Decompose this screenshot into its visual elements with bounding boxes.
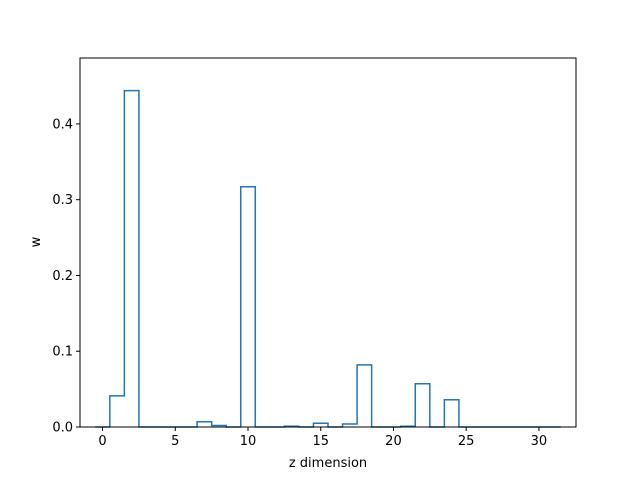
y-tick-label: 0.0	[52, 421, 73, 436]
y-tick-label: 0.4	[52, 117, 73, 132]
x-tick-label: 0	[98, 434, 106, 449]
plot-area	[80, 58, 576, 427]
x-tick-label: 15	[312, 434, 329, 449]
x-tick-label: 30	[531, 434, 548, 449]
x-tick-label: 5	[171, 434, 179, 449]
y-tick-label: 0.2	[52, 269, 73, 284]
y-tick-label: 0.3	[52, 193, 73, 208]
axes-frame	[79, 57, 577, 428]
x-axis-label: z dimension	[289, 456, 367, 471]
y-axis-ticks: 0.0 0.1 0.2 0.3 0.4	[52, 117, 80, 436]
x-tick-label: 10	[240, 434, 257, 449]
x-axis-ticks: 0 5 10 15 20 25 30	[98, 427, 547, 449]
x-tick-label: 20	[385, 434, 402, 449]
y-tick-label: 0.1	[52, 345, 73, 360]
y-axis-label: w	[29, 236, 44, 247]
x-tick-label: 25	[458, 434, 475, 449]
